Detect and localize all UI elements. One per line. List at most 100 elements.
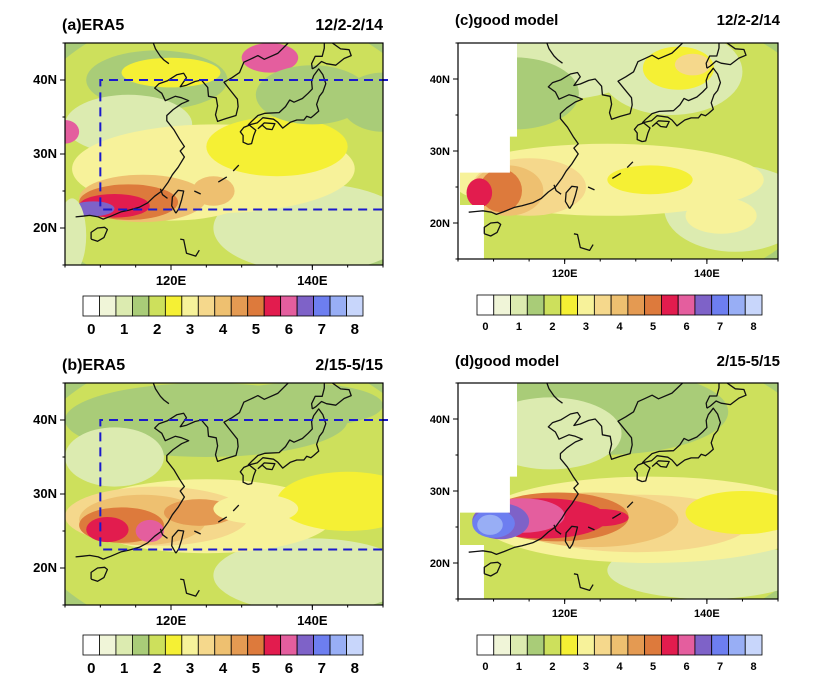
panel-period: 12/2-2/14 [717, 12, 781, 29]
colorbar-tick-label: 7 [318, 321, 326, 338]
colorbar-swatch [346, 634, 364, 656]
colorbar-swatch [728, 634, 746, 656]
colorbar-swatch [164, 295, 183, 317]
colorbar-swatch [181, 634, 199, 656]
colorbar-swatch [82, 634, 100, 656]
colorbar-tick-label: 8 [751, 661, 757, 673]
colorbar-swatch [329, 634, 347, 656]
colorbar-tick-label: 7 [717, 661, 723, 673]
colorbar-tick-label: 5 [650, 661, 656, 673]
colorbar-swatch [711, 634, 729, 656]
colorbar-swatch [115, 295, 133, 317]
lat-tick-label: 40N [33, 72, 57, 87]
colorbar-swatch [661, 294, 679, 316]
shaded-field [458, 43, 778, 259]
lon-tick-label: 120E [156, 613, 187, 628]
colorbar-swatch [247, 295, 265, 317]
lon-tick-label: 140E [694, 608, 720, 620]
colorbar-swatch [476, 634, 495, 656]
colorbar-swatch [728, 294, 746, 316]
colorbar: 0 1 2 3 4 5 6 7 8 [82, 634, 364, 677]
colorbar-swatch [593, 634, 612, 656]
colorbar-swatch [694, 294, 713, 316]
colorbar-tick-label: 3 [186, 321, 194, 338]
colorbar-swatch [677, 634, 696, 656]
coastline [468, 383, 747, 592]
colorbar-tick-label: 2 [153, 660, 161, 677]
colorbar-swatch [99, 295, 117, 317]
colorbar-swatch [493, 634, 511, 656]
colorbar-tick-label: 1 [120, 660, 128, 677]
colorbar-swatch [197, 634, 216, 656]
colorbar-swatch [263, 295, 282, 317]
colorbar-swatch [82, 295, 100, 317]
colorbar-swatch [280, 634, 298, 656]
colorbar-swatch [744, 294, 763, 316]
colorbar-tick-label: 4 [616, 321, 623, 333]
map-panel-2: 40N 30N 20N 120E 140E (c)good model 12/2-2/14 0… [430, 12, 781, 333]
colorbar-tick-label: 0 [482, 321, 488, 333]
lon-tick-label: 120E [552, 268, 578, 280]
colorbar-swatch [694, 634, 713, 656]
colorbar-swatch [711, 294, 729, 316]
lon-tick-label: 120E [552, 608, 578, 620]
missing-data-mask [458, 43, 518, 205]
colorbar-swatch [181, 295, 199, 317]
colorbar-swatch [132, 634, 150, 656]
map-panel-4: 40N 30N 20N 120E 140E (d)good model 2/15-5/15 0… [430, 353, 780, 673]
colorbar-tick-label: 2 [549, 661, 555, 673]
colorbar-swatch [560, 294, 578, 316]
colorbar-swatch [543, 294, 562, 316]
colorbar-tick-label: 5 [650, 321, 656, 333]
colorbar-swatch [577, 294, 595, 316]
colorbar-tick-label: 4 [219, 660, 228, 677]
colorbar-swatch [677, 294, 696, 316]
colorbar-tick-label: 5 [252, 660, 260, 677]
colorbar-swatch [99, 634, 117, 656]
colorbar-swatch [230, 295, 249, 317]
colorbar-swatch [329, 295, 347, 317]
colorbar-tick-label: 6 [683, 661, 689, 673]
colorbar-tick-label: 8 [351, 321, 359, 338]
panel-period: 2/15-5/15 [717, 353, 780, 370]
colorbar-tick-label: 6 [285, 321, 293, 338]
lat-tick-label: 30N [430, 486, 450, 498]
colorbar-swatch [543, 634, 562, 656]
coastline [75, 43, 352, 257]
colorbar-swatch [148, 295, 166, 317]
colorbar-swatch [644, 634, 662, 656]
colorbar-tick-label: 0 [87, 321, 95, 338]
colorbar-swatch [296, 634, 314, 656]
colorbar-swatch [493, 294, 511, 316]
lat-tick-label: 20N [33, 220, 57, 235]
colorbar-swatch [644, 294, 662, 316]
lon-tick-label: 140E [297, 613, 328, 628]
panel-title: (c)good model [455, 12, 558, 29]
colorbar-swatch [247, 634, 265, 656]
colorbar-swatch [627, 634, 646, 656]
colorbar-swatch [476, 294, 495, 316]
analysis-box [99, 419, 388, 551]
panel-title: (b)ERA5 [62, 357, 125, 374]
lat-tick-label: 30N [33, 486, 57, 501]
colorbar: 0 1 2 3 4 5 6 7 8 [476, 634, 763, 673]
colorbar-swatch [593, 294, 612, 316]
lat-tick-label: 40N [430, 414, 450, 426]
colorbar-tick-label: 3 [186, 660, 194, 677]
map-panel-3: 40N 30N 20N 120E 140E (b)ERA5 2/15-5/15 0 1 2 3 4 5 6… [33, 357, 388, 677]
lat-tick-label: 20N [430, 218, 450, 230]
lat-tick-label: 30N [33, 146, 57, 161]
shaded-field [458, 383, 778, 599]
analysis-box [99, 79, 388, 211]
colorbar-swatch [214, 634, 232, 656]
panel-title: (d)good model [455, 353, 559, 370]
colorbar-tick-label: 5 [252, 321, 260, 338]
colorbar: 0 1 2 3 4 5 6 7 8 [476, 294, 763, 333]
colorbar-swatch [627, 294, 646, 316]
colorbar-tick-label: 6 [285, 660, 293, 677]
colorbar-swatch [164, 634, 183, 656]
colorbar-tick-label: 3 [583, 661, 589, 673]
colorbar-swatch [115, 634, 133, 656]
colorbar-tick-label: 4 [616, 661, 623, 673]
